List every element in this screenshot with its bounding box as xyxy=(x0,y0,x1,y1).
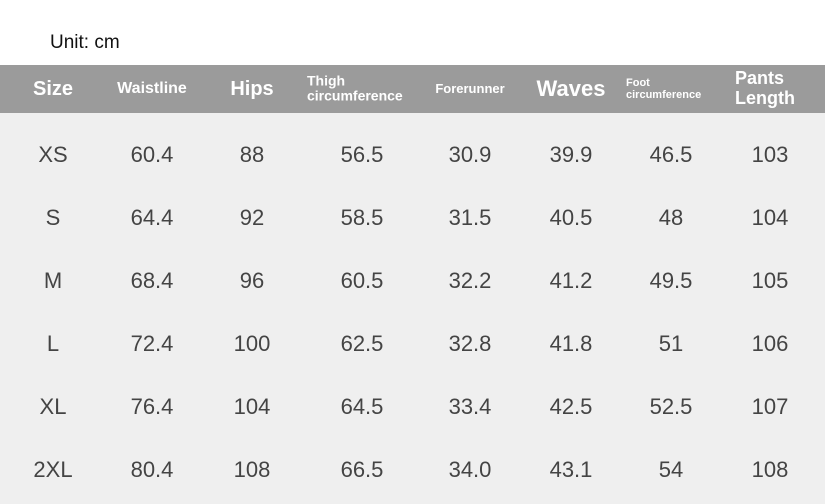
table-cell: 68.4 xyxy=(130,268,174,293)
table-cell: 92 xyxy=(239,205,265,230)
table-cell: 104 xyxy=(751,205,789,230)
unit-label: Unit: cm xyxy=(50,32,120,53)
column-header: Foot circumference xyxy=(626,76,702,101)
column-header: Hips xyxy=(230,78,274,100)
table-cell: 56.5 xyxy=(340,142,384,167)
table-cell: 58.5 xyxy=(340,205,384,230)
table-cell: 46.5 xyxy=(649,142,693,167)
column-header: Size xyxy=(32,78,74,100)
column-header: Waistline xyxy=(117,80,187,98)
table-cell: 49.5 xyxy=(649,268,693,293)
table-cell: 72.4 xyxy=(130,331,174,356)
table-cell: 33.4 xyxy=(448,394,492,419)
column-header: Thigh circumference xyxy=(307,72,403,104)
table-cell: 66.5 xyxy=(340,457,384,482)
table-cell: 48 xyxy=(658,205,684,230)
table-cell: 88 xyxy=(239,142,265,167)
table-cell: 106 xyxy=(751,331,789,356)
table-cell: 41.2 xyxy=(549,268,593,293)
table-cell: L xyxy=(46,331,60,356)
table-cell: 32.8 xyxy=(448,331,492,356)
table-cell: 43.1 xyxy=(549,457,593,482)
table-cell: 80.4 xyxy=(130,457,174,482)
column-header: Pants Length xyxy=(735,68,795,108)
table-cell: 108 xyxy=(233,457,271,482)
table-cell: S xyxy=(45,205,61,230)
table-cell: 107 xyxy=(751,394,789,419)
table-cell: 104 xyxy=(233,394,271,419)
table-cell: 54 xyxy=(658,457,684,482)
table-cell: 31.5 xyxy=(448,205,492,230)
table-cell: 62.5 xyxy=(340,331,384,356)
table-cell: 51 xyxy=(658,331,684,356)
table-cell: 60.4 xyxy=(130,142,174,167)
table-cell: 39.9 xyxy=(549,142,593,167)
table-cell: 64.4 xyxy=(130,205,174,230)
table-header: Size Waistline Hips Thigh circumference Fore… xyxy=(0,65,825,113)
table-cell: 103 xyxy=(751,142,789,167)
table-cell: 41.8 xyxy=(549,331,593,356)
table-cell: 105 xyxy=(751,268,789,293)
column-header: Forerunner xyxy=(435,80,505,96)
table-cell: 76.4 xyxy=(130,394,174,419)
table-cell: XS xyxy=(38,142,68,167)
table-cell: 52.5 xyxy=(649,394,693,419)
table-cell: XL xyxy=(39,394,67,419)
table-cell: 2XL xyxy=(33,457,73,482)
table-cell: 30.9 xyxy=(448,142,492,167)
column-header: Waves xyxy=(536,75,606,101)
table-cell: 100 xyxy=(233,331,271,356)
table-cell: 108 xyxy=(751,457,789,482)
table-body: XS 60.4 88 56.5 30.9 39.9 46.5 103 S 64.4 92 58.5 31… xyxy=(0,113,825,504)
table-cell: 32.2 xyxy=(448,268,492,293)
table-cell: 60.5 xyxy=(340,268,384,293)
table-cell: 96 xyxy=(239,268,265,293)
table-cell: 34.0 xyxy=(448,457,492,482)
table-cell: M xyxy=(43,268,63,293)
table-cell: 40.5 xyxy=(549,205,593,230)
table-cell: 64.5 xyxy=(340,394,384,419)
table-cell: 42.5 xyxy=(549,394,593,419)
